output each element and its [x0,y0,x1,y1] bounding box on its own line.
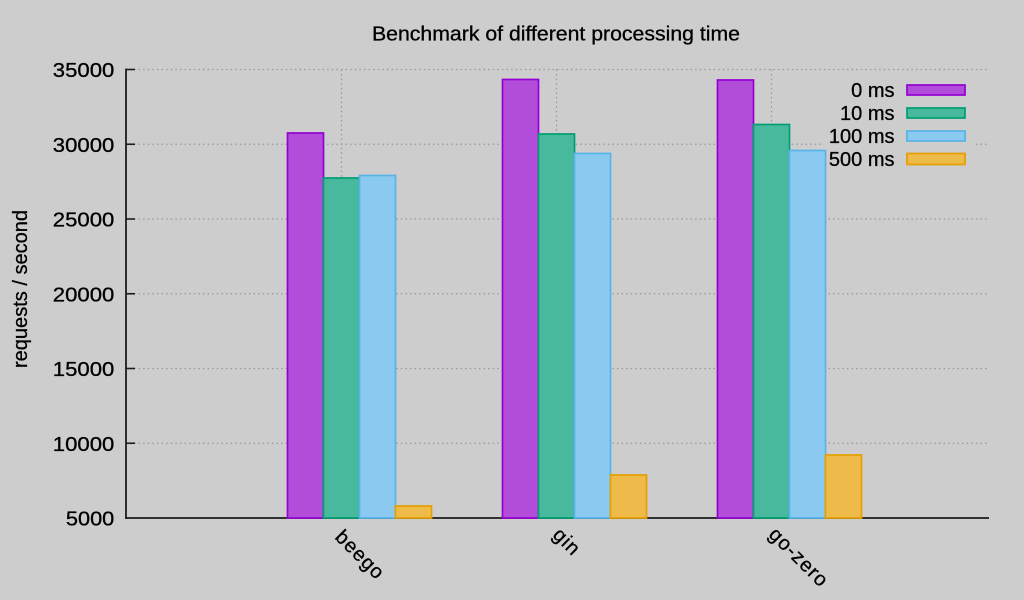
svg-text:0 ms: 0 ms [851,80,894,102]
svg-text:10 ms: 10 ms [840,103,894,125]
svg-text:25000: 25000 [53,210,115,232]
svg-text:35000: 35000 [53,60,115,82]
svg-text:10000: 10000 [53,434,115,456]
svg-text:500 ms: 500 ms [829,149,895,171]
svg-text:requests / second: requests / second [10,210,32,368]
svg-text:20000: 20000 [53,284,115,306]
svg-text:100 ms: 100 ms [829,126,895,148]
svg-text:Benchmark of different process: Benchmark of different processing time [372,24,740,46]
svg-text:30000: 30000 [53,135,115,157]
svg-text:15000: 15000 [53,359,115,381]
svg-text:5000: 5000 [66,509,114,531]
